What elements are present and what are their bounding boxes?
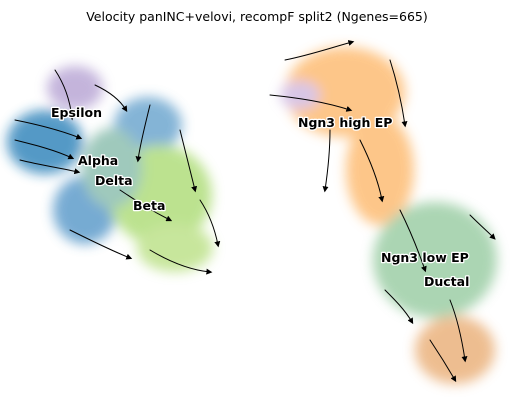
label-beta: Beta	[133, 198, 165, 213]
chart-title: Velocity panINC+velovi, recompF split2 (…	[86, 9, 428, 24]
cluster-labels: Epsilon Alpha Delta Beta Ngn3 high EP Ng…	[50, 104, 471, 291]
cell-clouds	[7, 47, 497, 384]
cloud-ductal	[415, 316, 495, 384]
cloud-epsilon	[47, 66, 103, 110]
label-alpha: Alpha	[78, 153, 118, 168]
cloud-beta-2	[137, 224, 213, 272]
cloud-ngn3-high-ep	[285, 47, 405, 137]
label-ngn3-high-ep: Ngn3 high EP	[298, 115, 392, 130]
label-ngn3-low-ep: Ngn3 low EP	[381, 250, 469, 265]
cloud-mix	[82, 128, 142, 208]
cloud-ngn3-high-ep-2	[346, 115, 414, 225]
cloud-lavender-tip	[280, 81, 320, 109]
label-ductal: Ductal	[424, 274, 469, 289]
label-epsilon: Epsilon	[51, 105, 102, 120]
cloud-ngn3-low-ep	[373, 202, 497, 318]
label-delta: Delta	[95, 173, 133, 188]
velocity-streamlines	[14, 40, 496, 383]
cloud-alpha	[7, 110, 83, 174]
